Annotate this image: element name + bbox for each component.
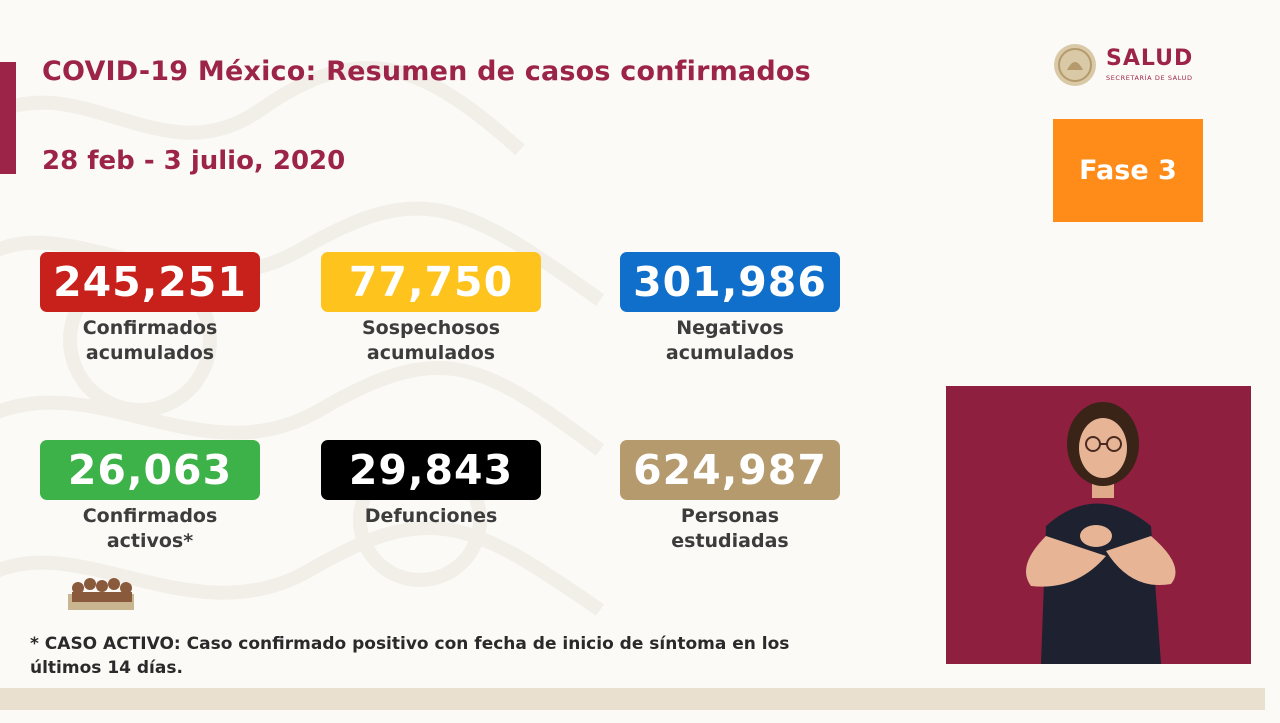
stat-value: 624,987 [620, 440, 840, 500]
stat-value: 77,750 [321, 252, 541, 312]
stat-negativos-acumulados: 301,986 Negativos acumulados [620, 252, 840, 366]
accent-bar [0, 62, 16, 174]
phase-badge: Fase 3 [1053, 119, 1203, 222]
stat-label: Confirmados activos* [82, 505, 218, 552]
stat-label: Personas estudiadas [671, 505, 789, 552]
logo-name: SALUD [1106, 46, 1194, 71]
stat-confirmados-activos: 26,063 Confirmados activos* [40, 440, 260, 554]
stat-sospechosos-acumulados: 77,750 Sospechosos acumulados [321, 252, 541, 366]
background-pattern [0, 60, 605, 616]
history-logo-icon [68, 578, 134, 610]
stat-value: 301,986 [620, 252, 840, 312]
logo-subtitle: SECRETARÍA DE SALUD [1106, 74, 1193, 82]
national-seal-icon [1054, 44, 1096, 86]
interpreter-figure [946, 386, 1251, 664]
stat-value: 245,251 [40, 252, 260, 312]
stat-defunciones: 29,843 Defunciones [321, 440, 541, 529]
stat-label: Confirmados acumulados [82, 317, 218, 364]
stat-label: Negativos acumulados [665, 317, 795, 364]
page-title: COVID-19 México: Resumen de casos confir… [42, 56, 811, 87]
stat-label: Sospechosos acumulados [361, 317, 501, 364]
stat-confirmados-acumulados: 245,251 Confirmados acumulados [40, 252, 260, 366]
stat-personas-estudiadas: 624,987 Personas estudiadas [620, 440, 840, 554]
bottom-band [0, 688, 1265, 710]
sign-language-interpreter-video [946, 386, 1251, 664]
stat-value: 26,063 [40, 440, 260, 500]
date-range: 28 feb - 3 julio, 2020 [42, 146, 346, 176]
stat-value: 29,843 [321, 440, 541, 500]
salud-logo: SALUD SECRETARÍA DE SALUD [1052, 42, 1212, 92]
stat-label: Defunciones [364, 505, 498, 527]
active-case-footnote: * CASO ACTIVO: Caso confirmado positivo … [30, 634, 790, 678]
